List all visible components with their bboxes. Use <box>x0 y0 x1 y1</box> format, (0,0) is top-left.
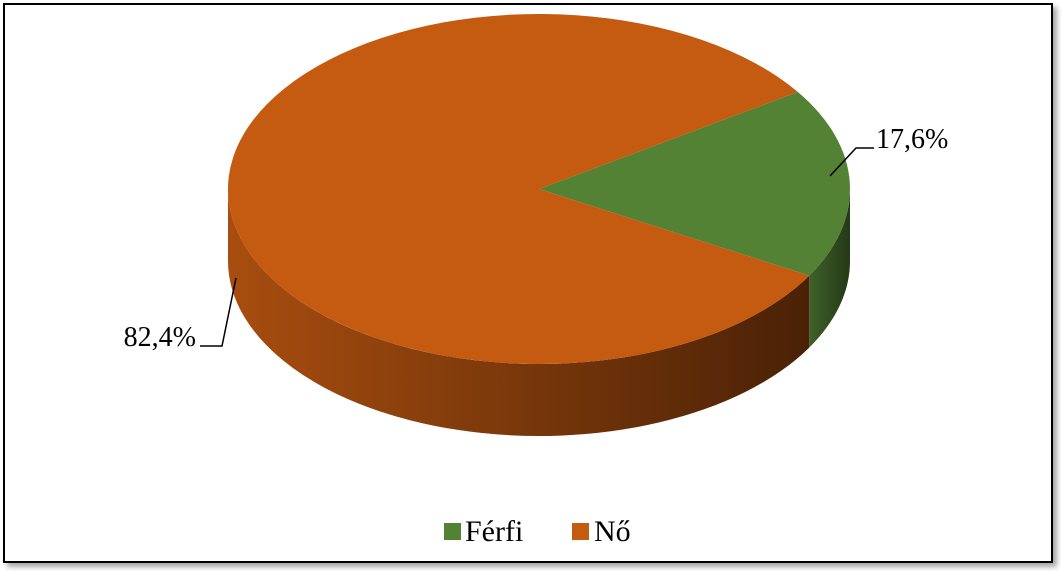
pie-side-walls <box>228 189 850 436</box>
data-label-no: 82,4% <box>124 322 196 353</box>
legend: Férfi Nő <box>444 515 631 548</box>
pie-side-no <box>228 189 810 436</box>
legend-item-ferfi: Férfi <box>444 515 523 548</box>
legend-swatch-no <box>572 523 589 540</box>
legend-label-no: Nő <box>594 515 631 548</box>
pie-slice-ferfi <box>539 91 850 276</box>
legend-swatch-ferfi <box>444 523 461 540</box>
data-label-no-group: 82,4% <box>124 277 237 353</box>
leader-line-ferfi <box>829 147 874 177</box>
pie-slice-no <box>227 13 810 364</box>
leader-line-no <box>200 277 237 347</box>
data-label-ferfi: 17,6% <box>876 124 948 155</box>
data-label-ferfi-group: 17,6% <box>829 124 948 177</box>
legend-label-ferfi: Férfi <box>465 515 523 548</box>
legend-item-no: Nő <box>572 515 631 548</box>
pie-side-ferfi <box>809 189 850 348</box>
pie-top-slices <box>227 13 850 364</box>
